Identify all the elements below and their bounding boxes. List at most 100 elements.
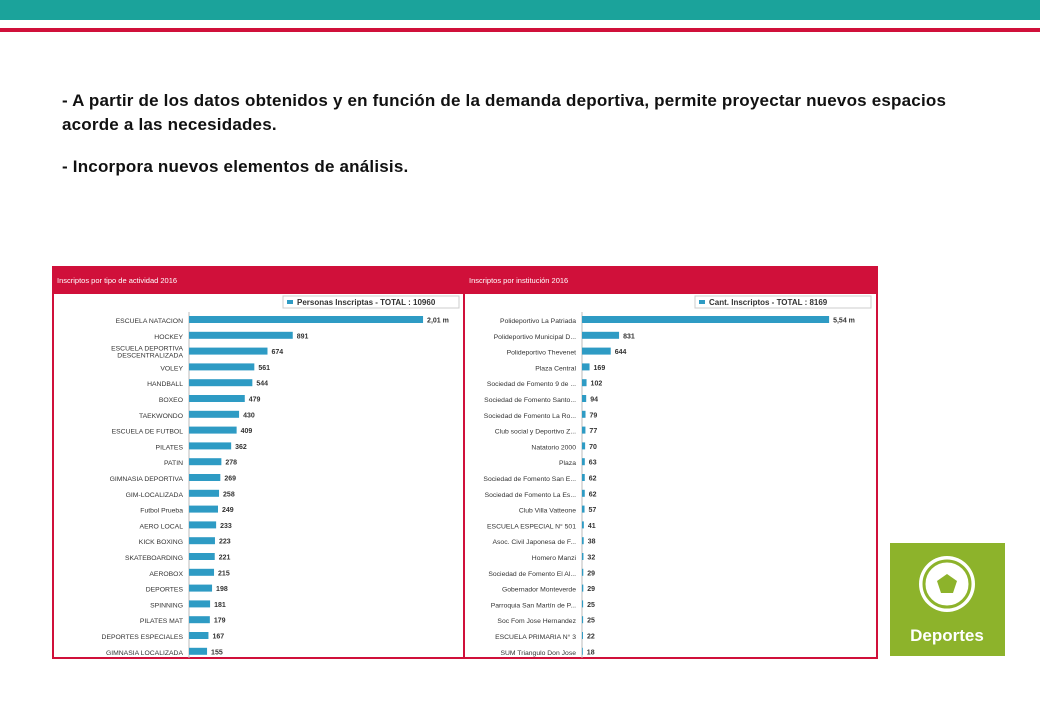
legend-swatch (699, 300, 705, 304)
category-label: HANDBALL (147, 381, 183, 388)
bar (189, 458, 222, 466)
bar (582, 521, 584, 529)
category-label: KICK BOXING (139, 539, 183, 546)
category-label: SUM Triangulo Don Jose (500, 650, 576, 657)
value-label: 891 (297, 333, 309, 340)
value-label: 18 (587, 649, 595, 656)
value-label: 674 (271, 349, 283, 356)
bar (582, 584, 584, 592)
value-label: 409 (241, 428, 253, 435)
category-label: Sociedad de Fomento Santo... (484, 397, 576, 404)
value-label: 94 (590, 397, 598, 404)
value-label: 155 (211, 649, 223, 656)
legend-label: Cant. Inscriptos - TOTAL : 8169 (709, 298, 828, 307)
bar (189, 584, 213, 592)
category-label: Club Villa Vatteone (519, 508, 576, 515)
value-label: 198 (216, 586, 228, 593)
bar (582, 474, 585, 481)
category-label: Sociedad de Fomento San E... (483, 476, 576, 483)
bar (189, 316, 424, 323)
category-label: DEPORTES (146, 587, 184, 594)
bar (189, 616, 210, 624)
bar (189, 395, 245, 402)
bar (582, 442, 586, 450)
bar (582, 458, 585, 466)
category-label: SKATEBOARDING (125, 555, 183, 562)
legend-swatch (287, 300, 293, 304)
category-label: AERO LOCAL (140, 523, 184, 530)
category-label: ESCUELA PRIMARIA N° 3 (495, 633, 576, 641)
value-label: 269 (224, 476, 236, 483)
bullet: - Incorpora nuevos elementos de análisis… (62, 157, 409, 176)
category-label: SPINNING (150, 602, 183, 609)
bar (189, 442, 232, 450)
value-label: 479 (249, 397, 261, 404)
category-label: Homero Manzi (532, 555, 577, 562)
bullet: - A partir de los datos obtenidos y en f… (62, 91, 947, 134)
value-label: 77 (589, 428, 597, 435)
bar (582, 331, 620, 339)
chart-title: Inscriptos por institución 2016 (469, 276, 568, 285)
category-label: Parroquia San Martín de P... (491, 602, 576, 609)
value-label: 63 (589, 460, 597, 467)
legend-box (282, 295, 460, 309)
value-label: 362 (235, 444, 247, 451)
category-label: Polideportivo La Patriada (500, 318, 576, 325)
value-label: 179 (214, 618, 226, 625)
bar (582, 632, 583, 639)
category-label: ESCUELA ESPECIAL N° 501 (487, 522, 576, 530)
bar (189, 331, 293, 339)
value-label: 62 (589, 491, 597, 498)
bar (189, 553, 215, 560)
value-label: 29 (587, 586, 595, 593)
ball-patch (937, 574, 957, 593)
value-label: 561 (258, 365, 270, 372)
badge-label: Deportes (910, 626, 984, 645)
category-label: ESCUELA NATACION (116, 318, 183, 325)
category-label: Sociedad de Fomento El Al... (488, 571, 576, 578)
category-label: BOXEO (159, 397, 183, 404)
value-label: 29 (587, 570, 595, 577)
category-label: Gobernador Monteverde (502, 587, 576, 594)
ball-line (922, 559, 972, 609)
bar (189, 632, 209, 639)
chart-title: Inscriptos por tipo de actividad 2016 (57, 276, 177, 285)
top-rule (0, 28, 1040, 32)
category-label: ESCUELA DEPORTIVA DESCENTRALIZADA (111, 346, 183, 360)
value-label: 62 (589, 476, 597, 483)
category-label: GIMNASIA LOCALIZADA (106, 650, 184, 657)
value-label: 102 (591, 381, 603, 388)
category-label: Sociedad de Fomento La Ro... (484, 413, 576, 420)
panel-header (53, 267, 877, 294)
value-label: 215 (218, 570, 230, 577)
category-label: HOCKEY (154, 334, 183, 341)
bar (189, 505, 218, 513)
category-label: TAEKWONDO (139, 413, 183, 420)
value-label: 233 (220, 523, 232, 530)
bar (582, 568, 584, 576)
bar (189, 521, 217, 529)
bar (582, 426, 586, 434)
bar (582, 505, 585, 513)
value-label: 831 (623, 333, 635, 340)
value-label: 38 (588, 539, 596, 546)
value-label: 223 (219, 539, 231, 546)
category-label: Soc Fom Jose Hernandez (497, 618, 576, 625)
category-label: Club social y Deportivo Z... (495, 429, 576, 436)
category-label: Natatorio 2000 (531, 444, 576, 451)
value-label: 25 (587, 602, 595, 609)
category-label: Futbol Prueba (140, 508, 183, 515)
value-label: 167 (212, 634, 224, 641)
bar (582, 616, 584, 624)
value-label: 41 (588, 523, 596, 530)
top-bar (0, 0, 1040, 20)
bar (582, 410, 586, 418)
category-label: Sociedad de Fomento La Es... (485, 492, 577, 499)
category-label: Polideportivo Thevenet (507, 350, 577, 357)
bar (582, 489, 585, 497)
bar (582, 600, 584, 608)
bar (189, 537, 215, 545)
value-label: 249 (222, 507, 234, 514)
bar (582, 395, 587, 402)
